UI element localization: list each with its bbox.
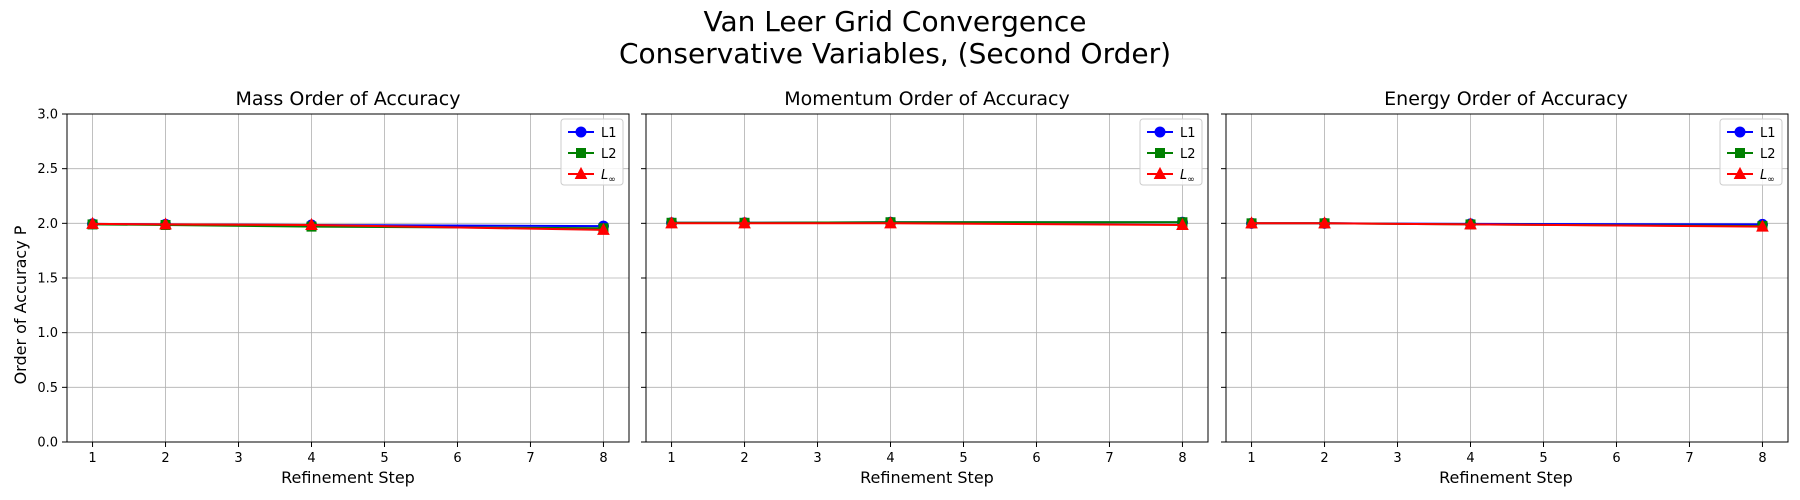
x-tick-label: 5 [380, 451, 388, 466]
legend-marker [1733, 166, 1747, 179]
x-tick-label: 2 [161, 451, 169, 466]
legend-marker [574, 166, 588, 179]
y-tick-label: 1.0 [37, 326, 58, 341]
panel-energy: Energy Order of Accuracy Refinement Step… [1221, 88, 1789, 487]
x-tick-label: 5 [959, 451, 967, 466]
data-point [305, 217, 318, 230]
x-tick-label: 6 [453, 451, 461, 466]
x-tick-label: 4 [307, 451, 315, 466]
y-tick-label: 2.0 [37, 217, 58, 232]
legend-subscript: ∞ [1187, 175, 1195, 185]
x-tick-label: 1 [88, 451, 96, 466]
legend-label: L2 [601, 147, 617, 162]
x-tick-label: 8 [1758, 451, 1766, 466]
grid [67, 113, 629, 443]
x-tick-label: 6 [1612, 451, 1620, 466]
data-point [1318, 216, 1331, 229]
legend-item: L1 [1727, 126, 1776, 141]
figure-title-line-2: Conservative Variables, (Second Order) [619, 37, 1171, 70]
panel-title: Energy Order of Accuracy [1384, 88, 1628, 110]
series-line [671, 222, 1183, 226]
x-tick-label: 2 [740, 451, 748, 466]
legend-label: L2 [1180, 147, 1196, 162]
legend-label: L1 [1760, 126, 1776, 141]
x-tick-label: 1 [667, 451, 675, 466]
series-line [92, 222, 604, 231]
x-axis-label: Refinement Step [281, 468, 415, 487]
figure-title-line-1: Van Leer Grid Convergence [703, 5, 1086, 38]
x-tick-label: 3 [813, 451, 821, 466]
panel-momentum: Momentum Order of Accuracy Refinement St… [641, 88, 1209, 487]
series-linf [1245, 216, 1769, 232]
legend-marker [576, 148, 586, 158]
legend-item: L1 [1147, 126, 1196, 141]
x-tick-label: 4 [886, 451, 894, 466]
legend-marker [1735, 148, 1745, 158]
legend-subscript: ∞ [1767, 175, 1775, 185]
legend-label: L1 [1180, 126, 1196, 141]
figure-title: Van Leer Grid Convergence Conservative V… [619, 5, 1171, 70]
legend-marker [1154, 126, 1166, 138]
x-tick-label: 6 [1032, 451, 1040, 466]
data-point [1756, 219, 1769, 232]
grid [646, 113, 1208, 443]
x-tick-label: 8 [599, 451, 607, 466]
data-point [884, 216, 897, 229]
y-axis-label: Order of Accuracy P [11, 225, 30, 384]
y-tick-label: 2.5 [37, 162, 58, 177]
x-tick-label: 8 [1178, 451, 1186, 466]
data-point [1176, 217, 1189, 230]
x-tick-label: 7 [1105, 451, 1113, 466]
data-point [665, 216, 678, 229]
y-tick-label: 0.5 [37, 381, 58, 396]
series-line [1251, 222, 1763, 228]
legend-marker [575, 126, 587, 138]
legend-subscript: ∞ [608, 175, 616, 185]
legend-marker [1734, 126, 1746, 138]
data-point [1464, 217, 1477, 230]
series-linf [86, 216, 610, 235]
x-tick-label: 3 [1393, 451, 1401, 466]
y-tick-label: 3.0 [37, 108, 58, 123]
data-point [597, 222, 610, 235]
legend-label: L1 [601, 126, 617, 141]
series-linf [665, 216, 1189, 230]
panel-mass: Mass Order of Accuracy Refinement Step O… [11, 88, 630, 487]
legend-marker [1153, 166, 1167, 179]
data-point [738, 216, 751, 229]
data-point [86, 216, 99, 229]
panel-title: Momentum Order of Accuracy [784, 88, 1069, 110]
legend-item: L1 [568, 126, 617, 141]
x-tick-label: 4 [1466, 451, 1474, 466]
y-tick-label: 1.5 [37, 272, 58, 287]
data-point [159, 217, 172, 230]
x-tick-label: 3 [234, 451, 242, 466]
panel-title: Mass Order of Accuracy [235, 88, 460, 110]
x-tick-label: 7 [1685, 451, 1693, 466]
legend-item: L2 [568, 147, 617, 162]
grid [1226, 113, 1788, 443]
x-tick-label: 5 [1539, 451, 1547, 466]
data-point [1245, 216, 1258, 229]
legend-label: L2 [1760, 147, 1776, 162]
legend-marker [1155, 148, 1165, 158]
y-tick-label: 0.0 [37, 436, 58, 451]
x-tick-label: 7 [526, 451, 534, 466]
legend-item: L2 [1147, 147, 1196, 162]
x-axis-label: Refinement Step [1439, 468, 1573, 487]
x-tick-label: 2 [1320, 451, 1328, 466]
x-tick-label: 1 [1247, 451, 1255, 466]
x-axis-label: Refinement Step [860, 468, 994, 487]
legend-item: L2 [1727, 147, 1776, 162]
